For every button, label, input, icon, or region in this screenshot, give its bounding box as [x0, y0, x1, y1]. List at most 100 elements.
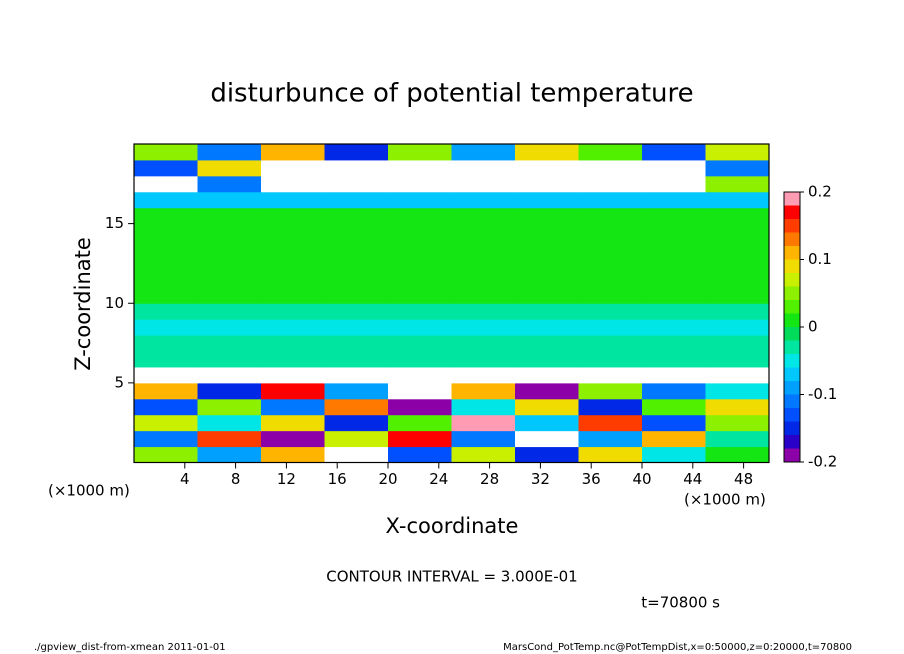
cell — [515, 255, 579, 272]
cell — [134, 366, 198, 384]
cell — [324, 382, 389, 400]
cell — [451, 351, 516, 368]
cell — [451, 335, 516, 352]
cell — [642, 287, 706, 304]
cell — [388, 430, 452, 448]
cell — [197, 239, 262, 256]
colorbar-segment — [784, 381, 800, 395]
cell — [261, 223, 325, 241]
cell — [705, 366, 770, 384]
cell — [134, 271, 198, 288]
cell — [388, 239, 452, 256]
cell — [197, 335, 262, 352]
cell — [451, 144, 516, 161]
cell — [578, 382, 643, 400]
colorbar-segment — [784, 286, 800, 300]
cell — [705, 223, 770, 241]
cell — [515, 144, 579, 161]
cell — [578, 239, 643, 256]
cell — [705, 414, 770, 432]
cell — [197, 414, 262, 432]
cell — [705, 335, 770, 352]
cell — [197, 191, 262, 209]
cell — [578, 303, 643, 320]
cell — [515, 303, 579, 320]
x-axis-label: X-coordinate — [386, 514, 519, 538]
cell — [578, 175, 643, 193]
footer-right: MarsCond_PotTemp.nc@PotTempDist,x=0:5000… — [503, 642, 852, 653]
cell — [642, 207, 706, 225]
cell — [324, 398, 389, 416]
cell — [451, 175, 516, 193]
cell — [261, 319, 325, 336]
cell — [705, 287, 770, 304]
cell — [261, 144, 325, 161]
cell — [324, 303, 389, 320]
cell — [451, 239, 516, 256]
cell — [515, 446, 579, 463]
cell — [705, 382, 770, 400]
cell — [705, 271, 770, 288]
colorbar-segment — [784, 367, 800, 381]
colorbar-segment — [784, 354, 800, 368]
cell — [515, 366, 579, 384]
cell — [578, 446, 643, 463]
cell — [705, 191, 770, 209]
cell — [134, 398, 198, 416]
cell — [515, 382, 579, 400]
colorbar-segment — [784, 246, 800, 260]
colorbar-segment — [784, 259, 800, 273]
cell — [388, 366, 452, 384]
cell — [324, 366, 389, 384]
cell — [197, 144, 262, 161]
colorbar-segment — [784, 340, 800, 354]
cell — [324, 159, 389, 177]
cell — [451, 303, 516, 320]
cell — [705, 430, 770, 448]
cell — [261, 446, 325, 463]
colorbar: -0.2 -0.1 0 0.1 0.2 — [783, 183, 837, 471]
cell — [642, 430, 706, 448]
cell — [705, 351, 770, 368]
cell — [197, 366, 262, 384]
cell — [261, 351, 325, 368]
cell — [578, 414, 643, 432]
cell — [197, 175, 262, 193]
cell — [515, 223, 579, 241]
cell — [324, 446, 389, 463]
cell — [324, 414, 389, 432]
cell — [388, 159, 452, 177]
cell — [261, 335, 325, 352]
cell — [642, 351, 706, 368]
footer-left: ./gpview_dist-from-xmean 2011-01-01 — [34, 642, 226, 653]
colorbar-segment — [784, 421, 800, 435]
cell — [451, 414, 516, 432]
cell — [324, 191, 389, 209]
cell — [578, 271, 643, 288]
colorbar-segment — [784, 313, 800, 327]
cell — [197, 446, 262, 463]
cell — [578, 191, 643, 209]
cell — [451, 382, 516, 400]
cell — [134, 335, 198, 352]
cell — [261, 159, 325, 177]
cell — [515, 239, 579, 256]
cell — [388, 207, 452, 225]
cell — [388, 175, 452, 193]
cell — [578, 207, 643, 225]
cell — [134, 159, 198, 177]
y-tick-label: 15 — [105, 214, 124, 232]
cell — [642, 255, 706, 272]
cell — [388, 446, 452, 463]
cell — [515, 175, 579, 193]
cell — [451, 255, 516, 272]
cell — [261, 287, 325, 304]
cell — [451, 271, 516, 288]
cell — [134, 414, 198, 432]
cell — [705, 398, 770, 416]
cell — [261, 175, 325, 193]
cell — [578, 430, 643, 448]
x-tick-label: 36 — [582, 470, 601, 488]
